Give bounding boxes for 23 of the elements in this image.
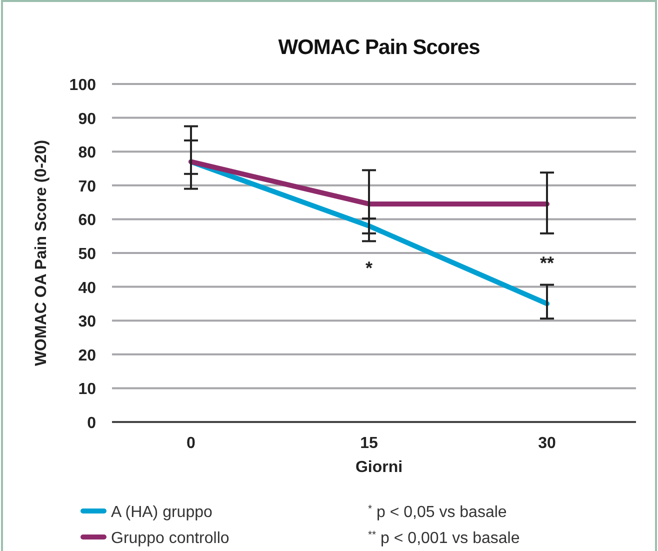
y-tick-label: 30 bbox=[78, 314, 96, 331]
y-tick-label: 20 bbox=[78, 347, 96, 364]
y-tick-label: 100 bbox=[69, 77, 96, 94]
text: $^{*}$ p < 0,05 vs basale bbox=[368, 504, 507, 521]
x-tick-label: 15 bbox=[360, 435, 378, 452]
y-tick-label: 50 bbox=[78, 246, 96, 263]
text: $^{**}$ p < 0,001 vs basale bbox=[368, 530, 520, 547]
x-axis-title: Giorni bbox=[355, 459, 403, 476]
y-tick-label: 0 bbox=[87, 415, 96, 432]
y-tick-label: 70 bbox=[78, 178, 96, 196]
y-tick-label: 10 bbox=[78, 381, 96, 398]
annotation: * bbox=[365, 258, 373, 278]
y-tick-label: 60 bbox=[78, 212, 96, 230]
legend-label: Gruppo controllo bbox=[111, 530, 230, 547]
chart-title: WOMAC Pain Scores bbox=[278, 36, 480, 59]
y-tick-label: 90 bbox=[78, 110, 96, 128]
y-tick-label: 40 bbox=[78, 280, 96, 297]
y-axis-title: WOMAC OA Pain Score (0-20) bbox=[33, 140, 50, 366]
x-tick-label: 0 bbox=[186, 435, 196, 452]
y-tick-label: 80 bbox=[78, 144, 96, 162]
legend-label: A (HA) gruppo bbox=[111, 504, 212, 521]
x-tick-label: 30 bbox=[538, 435, 556, 452]
annotation: ** bbox=[540, 253, 554, 274]
